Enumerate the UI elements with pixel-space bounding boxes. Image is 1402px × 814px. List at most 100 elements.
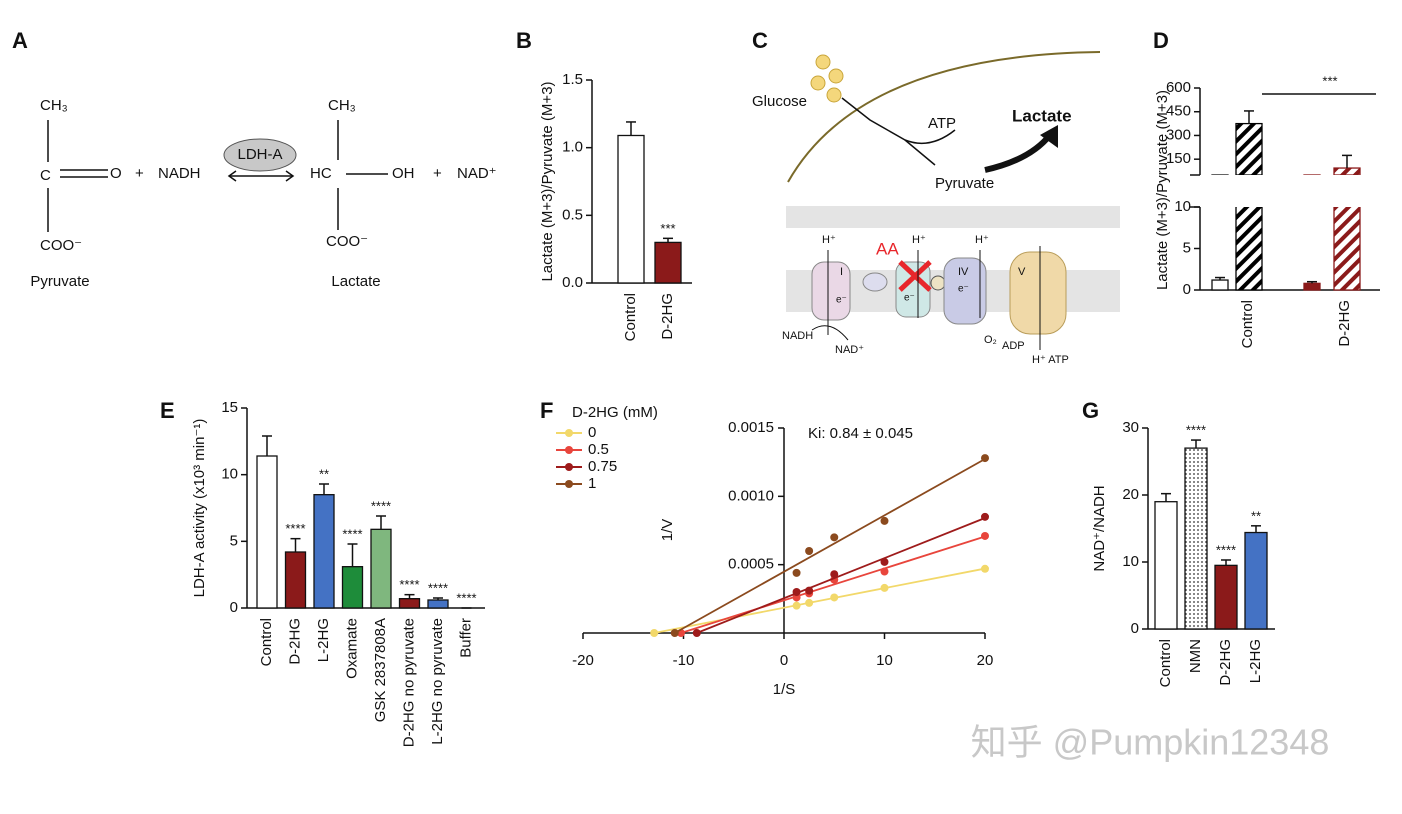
cofactor: NAD⁺: [457, 165, 497, 182]
arrowhead: [1040, 125, 1058, 148]
annotation: Ki: 0.84 ± 0.045: [808, 425, 913, 442]
clip-group: [1333, 167, 1361, 175]
x-tick-label: D-2HG: [1336, 300, 1353, 347]
x-tick-label: 20: [977, 652, 994, 669]
point: [880, 567, 889, 576]
y-tick-label: 0.5: [562, 206, 583, 223]
y-tick-label: 450: [1166, 103, 1191, 120]
intercept-point: [650, 629, 659, 637]
significance: ****: [371, 498, 391, 513]
bar: [654, 241, 682, 284]
intercept-point: [692, 629, 701, 637]
clip-group: [1235, 207, 1263, 291]
panel-letter: C: [752, 28, 768, 53]
bar: [1211, 174, 1229, 175]
x-tick-label: 0: [780, 652, 788, 669]
significance: ****: [1186, 422, 1206, 437]
significance: **: [319, 466, 329, 481]
legend-label: 1: [588, 475, 596, 492]
bar: [1303, 282, 1321, 291]
arrowheads: [227, 170, 295, 182]
label: Glucose: [752, 93, 807, 110]
atp-arrow: [904, 129, 956, 145]
cofactor: NADH: [158, 165, 201, 182]
x-tick-label: -10: [673, 652, 695, 669]
x-tick-label: GSK 2837808A: [372, 618, 389, 722]
panel-letter: F: [540, 398, 553, 423]
label: ADP: [1002, 340, 1025, 352]
complex-label: V: [1018, 266, 1026, 278]
point: [981, 564, 989, 573]
glucose-molecule: [828, 68, 844, 84]
x-tick-label: Control: [1239, 300, 1256, 348]
bar: [313, 494, 335, 609]
fit-line: [654, 567, 986, 634]
label: NADH: [782, 330, 813, 342]
y-tick-label: 10: [221, 466, 238, 483]
y-axis-label: Lactate (M+3)/Pyruvate (M+3): [1154, 90, 1171, 290]
x-tick-label: L-2HG no pyruvate: [429, 618, 446, 745]
compound-name: Lactate: [331, 273, 380, 290]
compound-name: Pyruvate: [30, 273, 89, 290]
label: ATP: [928, 115, 956, 132]
point: [981, 531, 989, 540]
y-tick-label: 0: [1183, 281, 1191, 298]
legend-label: 0.75: [588, 458, 617, 475]
legend-label: 0.5: [588, 441, 609, 458]
point: [830, 593, 839, 602]
bar: [1154, 501, 1178, 630]
bar: [1184, 447, 1208, 630]
label: NAD⁺: [835, 344, 864, 356]
x-tick-label: Buffer: [457, 618, 474, 658]
bar: [1244, 531, 1268, 630]
bar: [617, 134, 645, 284]
nadh-arrow: [811, 325, 849, 341]
legend-title: D-2HG (mM): [572, 404, 658, 421]
point: [792, 588, 801, 596]
enzyme: LDH-A: [237, 146, 282, 163]
point: [805, 598, 814, 607]
atom: COO⁻: [326, 233, 368, 250]
bar: [1333, 167, 1361, 175]
y-tick-label: 15: [221, 399, 238, 416]
bar: [398, 598, 421, 609]
complex-iv: [943, 257, 987, 325]
panel-c: C Glucose ATP Lactate Pyruvate AA I IV V…: [752, 28, 1120, 366]
coq: [862, 272, 888, 292]
bar: [1235, 207, 1263, 291]
legend-label: 0: [588, 424, 596, 441]
significance: ***: [660, 221, 675, 236]
glucose-molecule: [815, 54, 831, 70]
proton: H⁺: [912, 234, 926, 246]
glucose-molecule: [810, 75, 826, 91]
y-tick-label: 1.5: [562, 71, 583, 88]
atom: C: [40, 167, 51, 184]
outer-membrane: [786, 206, 1120, 228]
x-tick-label: L-2HG: [315, 618, 332, 662]
panel-letter: G: [1082, 398, 1099, 423]
lactate-arrow: [984, 133, 1053, 173]
x-tick-label: NMN: [1187, 639, 1204, 673]
x-tick-label: 10: [876, 652, 893, 669]
pathway-arrow: [841, 97, 936, 166]
clip-group: [1303, 282, 1321, 291]
y-tick-label: 0: [230, 599, 238, 616]
panel-a: A CH₃ C O + NADH COO⁻ Pyruvate LDH-A CH₃…: [12, 28, 497, 290]
electron: e⁻: [958, 284, 969, 295]
atom: O: [110, 165, 122, 182]
label: O₂: [984, 334, 997, 346]
atom: CH₃: [328, 97, 356, 114]
bar: [1333, 207, 1361, 291]
bar: [256, 455, 278, 609]
label: H⁺ ATP: [1032, 354, 1069, 366]
significance: ***: [1322, 73, 1337, 88]
plus: +: [433, 165, 442, 182]
point: [792, 601, 801, 610]
x-tick-label: D-2HG: [286, 618, 303, 665]
x-axis-label: 1/S: [773, 681, 796, 698]
significance: ****: [1216, 542, 1236, 557]
y-tick-label: 0.0010: [728, 487, 774, 504]
point: [981, 512, 989, 521]
panel-letter: B: [516, 28, 532, 53]
watermark: 知乎 @Pumpkin12348: [971, 722, 1330, 763]
